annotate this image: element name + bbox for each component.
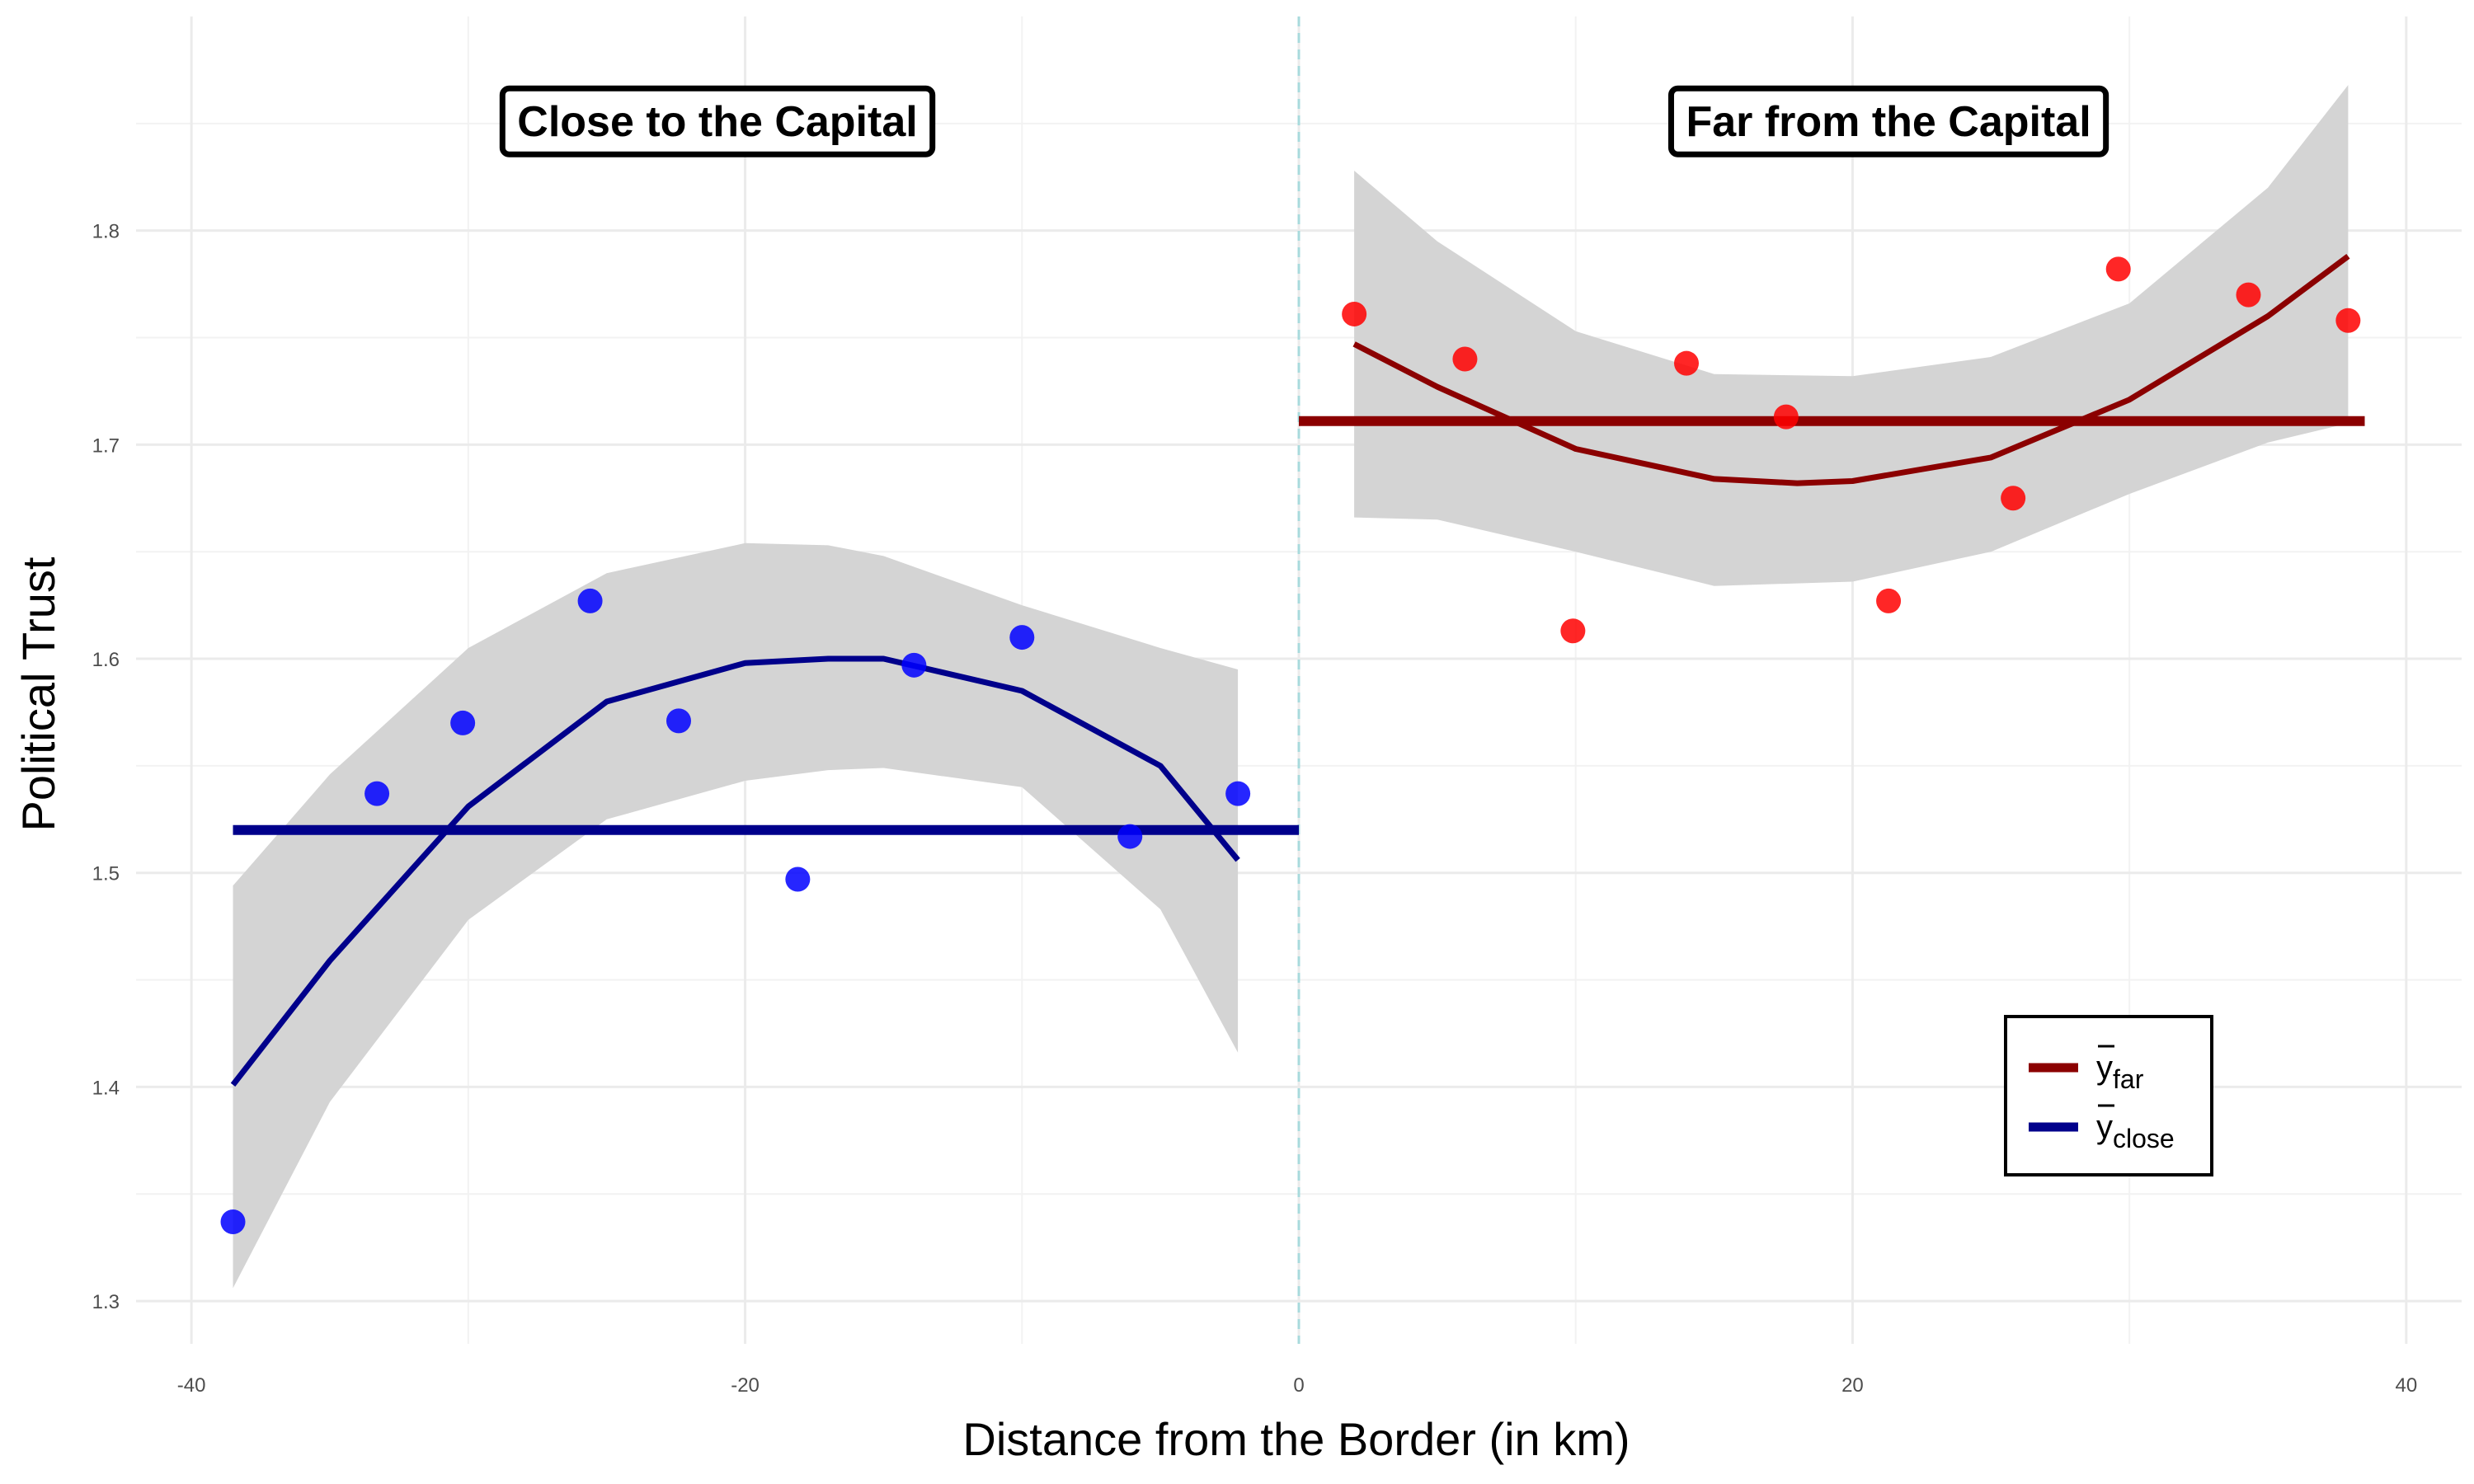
panel-label-far: Far from the Capital xyxy=(1667,85,2109,157)
data-point-far xyxy=(1342,301,1367,326)
data-point-close xyxy=(1225,781,1251,806)
legend-box xyxy=(2004,1015,2213,1176)
x-tick-label: 40 xyxy=(2396,1374,2418,1397)
data-point-close xyxy=(220,1209,246,1234)
fit-curve-far xyxy=(1352,253,2350,486)
data-point-close xyxy=(577,588,603,613)
x-tick-label: 20 xyxy=(1841,1374,1864,1397)
legend-subscript: far xyxy=(2113,1064,2144,1094)
data-point-far xyxy=(2001,486,2026,511)
y-tick-label: 1.7 xyxy=(92,434,120,457)
tick-labels: -40 -20 0 20 40 1.3 1.4 1.5 1.6 1.7 1.8 xyxy=(92,221,2418,1397)
x-tick-label: -20 xyxy=(731,1374,760,1397)
legend-symbol: y xyxy=(2096,1109,2113,1145)
y-tick-label: 1.3 xyxy=(92,1291,120,1313)
confidence-bands xyxy=(233,85,2349,1289)
panel-labels: Close to the Capital Far from the Capital xyxy=(499,85,2109,157)
legend-entry-far: yfar xyxy=(2029,1045,2144,1094)
x-tick-label: -40 xyxy=(177,1374,206,1397)
data-point-close xyxy=(1009,625,1035,650)
data-point-close xyxy=(666,708,691,734)
x-axis-title: Distance from the Border (in km) xyxy=(962,1413,1630,1465)
data-point-far xyxy=(2335,308,2361,333)
panel-label-text: Close to the Capital xyxy=(517,98,917,146)
fit-curve-close xyxy=(230,655,1240,1087)
data-points xyxy=(220,256,2361,1234)
legend-entry-close: yclose xyxy=(2029,1104,2175,1153)
panel-label-box xyxy=(1667,85,2109,157)
data-point-close xyxy=(450,710,476,735)
legend-subscript: close xyxy=(2113,1124,2175,1153)
data-point-far xyxy=(1560,618,1586,644)
data-point-far xyxy=(1773,404,1799,430)
data-point-far xyxy=(2236,282,2261,308)
y-tick-label: 1.8 xyxy=(92,221,120,243)
y-tick-label: 1.5 xyxy=(92,863,120,885)
y-tick-label: 1.4 xyxy=(92,1077,120,1099)
data-point-close xyxy=(1117,824,1143,849)
x-tick-label: 0 xyxy=(1293,1374,1304,1397)
confidence-band-far xyxy=(1354,85,2349,586)
legend-label-close: yclose xyxy=(2096,1109,2175,1153)
data-point-close xyxy=(365,781,390,806)
panel-label-box xyxy=(499,85,936,157)
data-point-far xyxy=(1674,350,1699,376)
fit-curves xyxy=(230,253,2350,1087)
y-axis-title: Political Trust xyxy=(12,556,64,831)
data-point-far xyxy=(2105,256,2131,282)
data-point-far xyxy=(1876,588,1902,613)
data-point-far xyxy=(1452,346,1478,372)
panel-label-close: Close to the Capital xyxy=(499,85,936,157)
data-point-close xyxy=(785,866,811,892)
legend-label-far: yfar xyxy=(2096,1050,2144,1094)
panel-label-text: Far from the Capital xyxy=(1686,98,2091,146)
data-point-close xyxy=(901,652,927,678)
legend-symbol: y xyxy=(2096,1050,2113,1086)
y-tick-label: 1.6 xyxy=(92,649,120,671)
confidence-band-close xyxy=(233,542,1239,1289)
